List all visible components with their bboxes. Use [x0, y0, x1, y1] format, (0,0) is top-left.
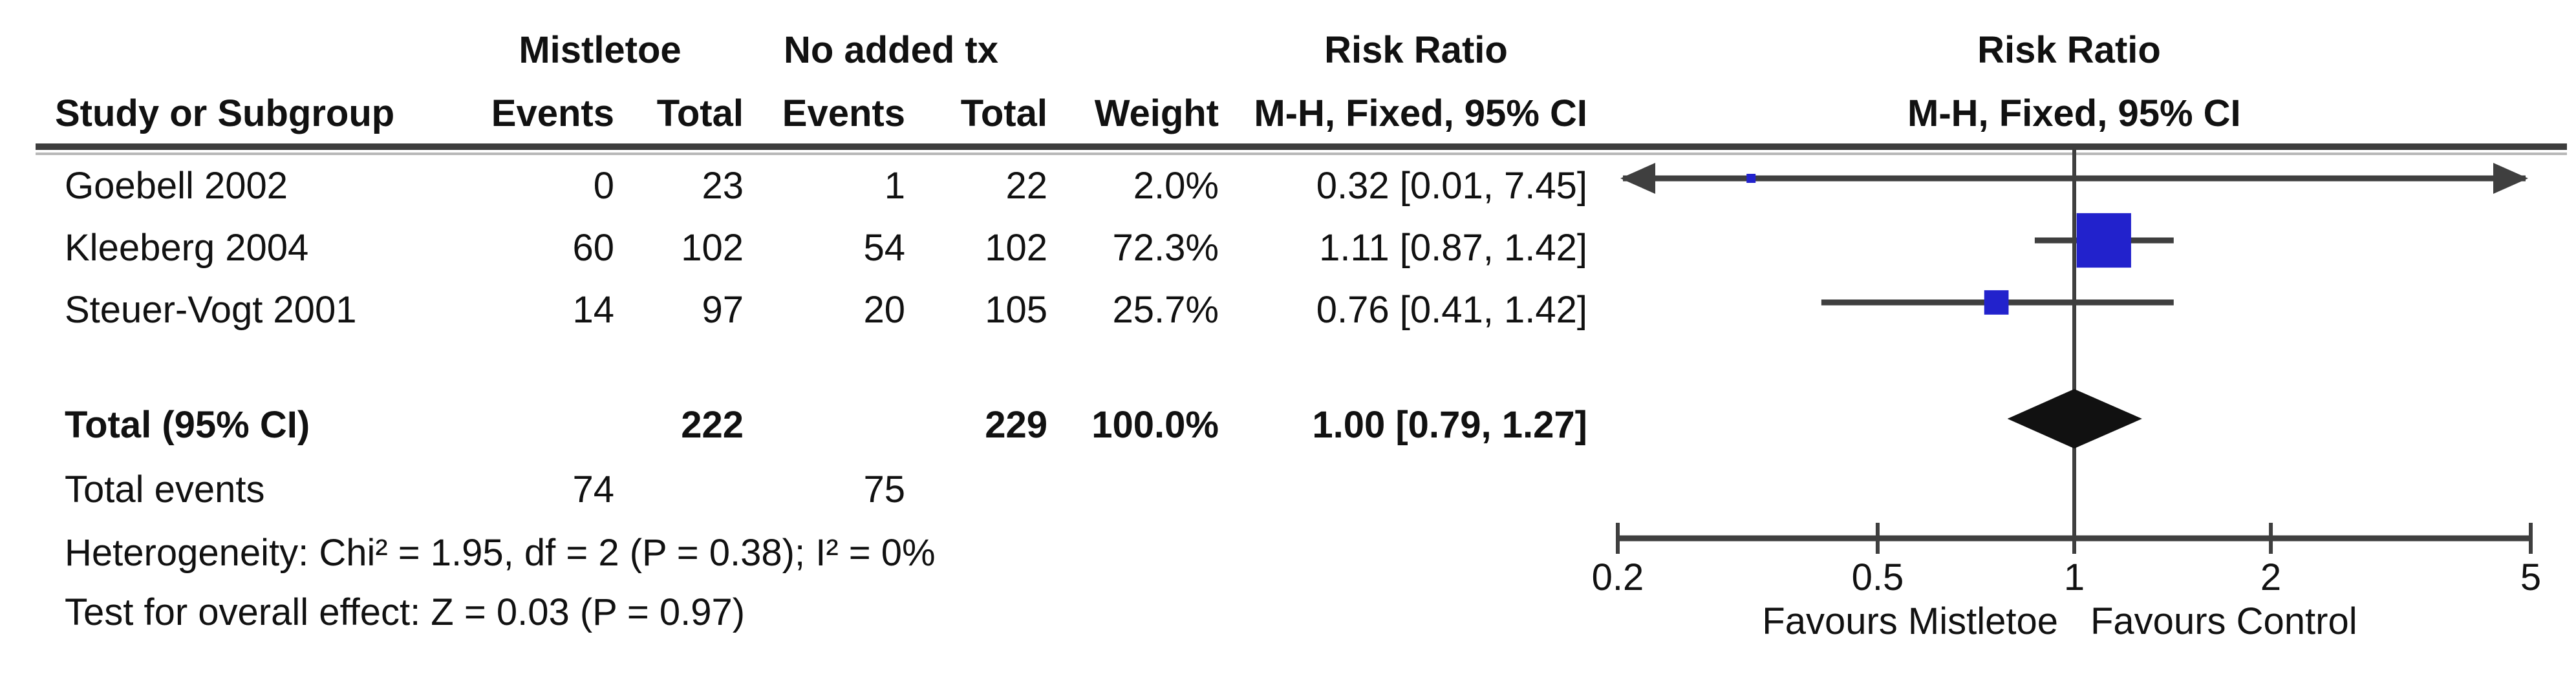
total-ci-text: 1.00 [0.79, 1.27] — [1312, 404, 1587, 446]
ci-text: 0.32 [0.01, 7.45] — [1316, 165, 1587, 207]
total-weight: 100.0% — [1091, 404, 1219, 446]
total-events-control: 75 — [863, 469, 905, 511]
study-name: Steuer-Vogt 2001 — [65, 289, 357, 331]
favours-right-label: Favours Control — [2090, 600, 2357, 642]
total-control: 22 — [1005, 165, 1047, 207]
header-total-mistletoe: Total — [656, 92, 744, 134]
total-events-label: Total events — [65, 469, 265, 511]
total-mistletoe: 222 — [681, 404, 744, 446]
heterogeneity-line: Heterogeneity: Chi² = 1.95, df = 2 (P = … — [65, 532, 936, 574]
weight-value: 2.0% — [1133, 165, 1219, 207]
events-mistletoe: 14 — [572, 289, 614, 331]
study-name: Goebell 2002 — [65, 165, 288, 207]
axis-tick-label: 1 — [2063, 556, 2085, 598]
left-arrowhead — [1620, 163, 1655, 194]
overall-effect-line: Test for overall effect: Z = 0.03 (P = 0… — [65, 591, 746, 633]
column-group-mistletoe: Mistletoe — [519, 29, 682, 71]
header-weight: Weight — [1094, 92, 1219, 134]
header-rule — [36, 143, 2567, 150]
events-control: 20 — [863, 289, 905, 331]
axis-tick-label: 0.2 — [1591, 556, 1644, 598]
events-control: 54 — [863, 227, 905, 269]
column-group-risk-ratio-text: Risk Ratio — [1324, 29, 1508, 71]
total-mistletoe: 23 — [702, 165, 744, 207]
header-events-control: Events — [782, 92, 905, 134]
total-control: 229 — [985, 404, 1047, 446]
pooled-diamond — [2007, 389, 2142, 448]
total-events-mistletoe: 74 — [572, 469, 614, 511]
total-control: 105 — [985, 289, 1047, 331]
effect-square — [1984, 290, 2009, 315]
header-mh-fixed-text: M-H, Fixed, 95% CI — [1254, 92, 1587, 134]
axis-tick-label: 2 — [2260, 556, 2282, 598]
favours-left-label: Favours Mistletoe — [1762, 600, 2058, 642]
events-mistletoe: 60 — [572, 227, 614, 269]
effect-square — [1746, 174, 1756, 183]
axis-tick-label: 5 — [2520, 556, 2542, 598]
ci-text: 0.76 [0.41, 1.42] — [1316, 289, 1587, 331]
right-arrowhead — [2493, 163, 2528, 194]
header-events-mistletoe: Events — [491, 92, 614, 134]
header-total-control: Total — [960, 92, 1047, 134]
column-group-risk-ratio-plot: Risk Ratio — [1977, 29, 2161, 71]
ci-text: 1.11 [0.87, 1.42] — [1319, 227, 1587, 269]
header-rule-shadow — [36, 153, 2567, 155]
total-mistletoe: 97 — [702, 289, 744, 331]
axis-tick-label: 0.5 — [1851, 556, 1904, 598]
weight-value: 72.3% — [1112, 227, 1219, 269]
events-control: 1 — [884, 165, 905, 207]
total-mistletoe: 102 — [681, 227, 744, 269]
total-label: Total (95% CI) — [65, 404, 310, 446]
events-mistletoe: 0 — [593, 165, 614, 207]
effect-square — [2076, 213, 2131, 268]
study-name: Kleeberg 2004 — [65, 227, 309, 269]
header-mh-fixed-plot: M-H, Fixed, 95% CI — [1907, 92, 2241, 134]
header-study: Study or Subgroup — [55, 92, 395, 134]
column-group-no-added-tx: No added tx — [784, 29, 998, 71]
weight-value: 25.7% — [1112, 289, 1219, 331]
total-control: 102 — [985, 227, 1047, 269]
